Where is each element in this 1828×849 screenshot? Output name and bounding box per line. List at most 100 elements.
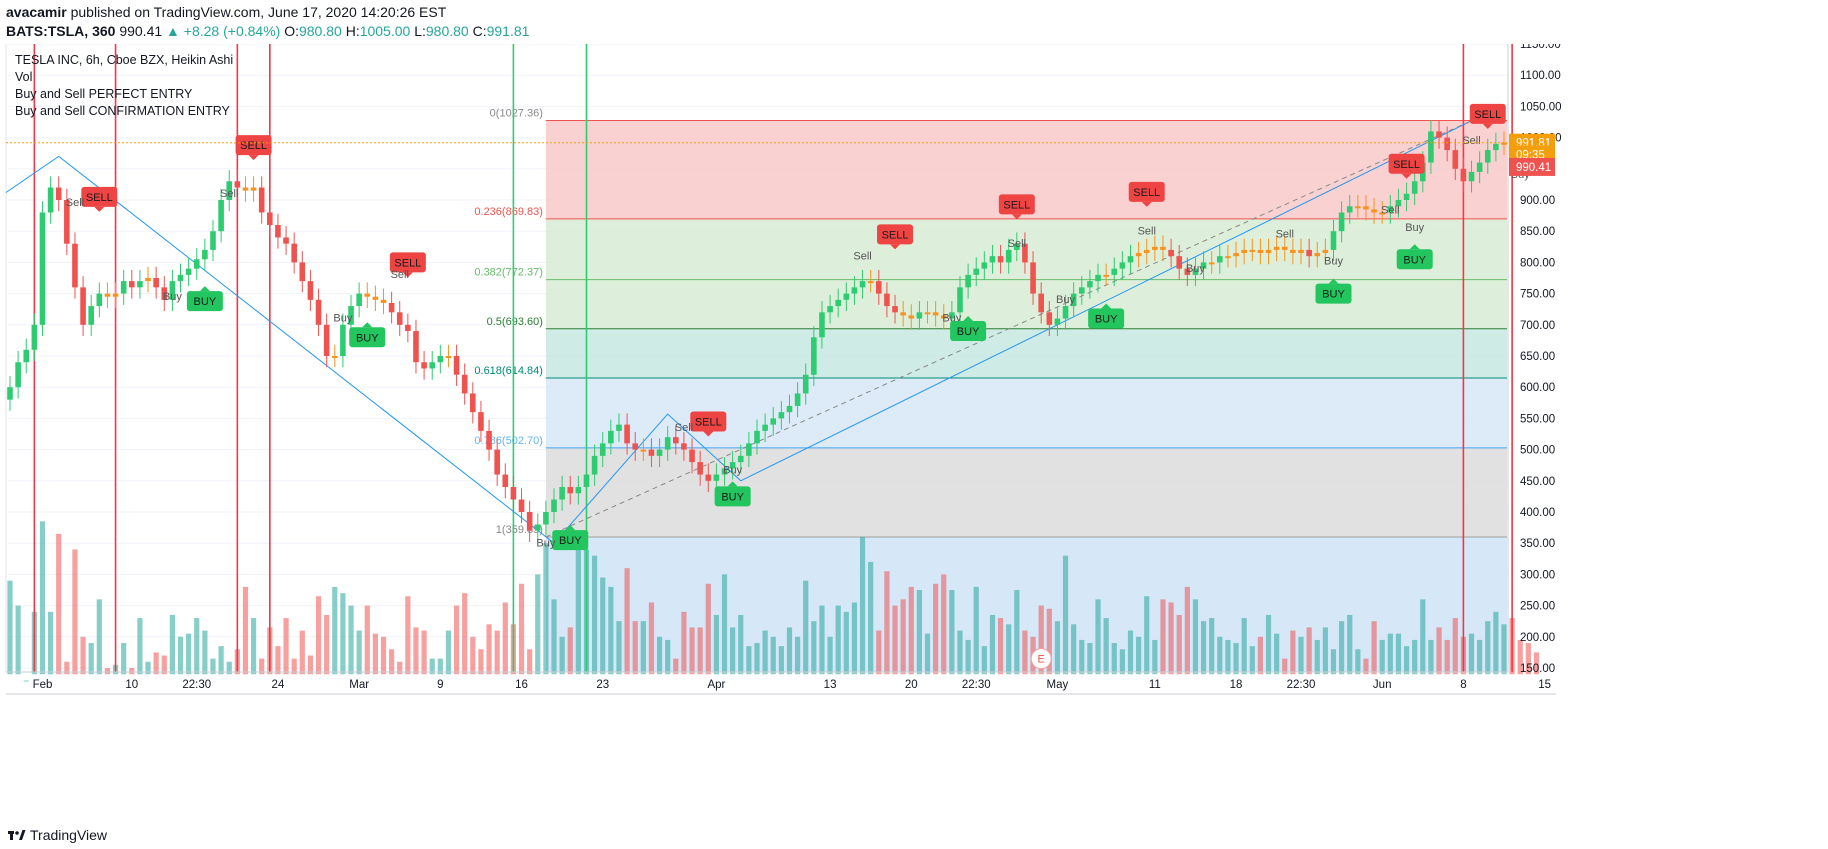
candle-body [786,405,793,413]
volume-bar [1192,599,1199,675]
sell-badge[interactable]: SELL [690,411,727,437]
volume-bar [924,633,931,675]
candle-body [900,312,906,316]
sell-badge[interactable]: SELL [389,252,426,278]
volume-bar [502,602,508,675]
legend-vol[interactable]: Vol [15,70,33,84]
volume-bar [421,630,427,675]
volume-bar [121,643,127,675]
volume-bar [1054,621,1061,675]
buy-small-label: Buy [1056,294,1075,306]
candle-body [908,315,915,319]
y-tick-label: 800.00 [1520,257,1555,269]
candle-body [1225,256,1231,259]
volume-bar [632,621,638,675]
candle-body [616,424,622,431]
candle-body [1298,249,1304,254]
volume-bar [15,605,21,675]
buy-badge[interactable]: BUY [1315,278,1352,304]
candle-body [396,312,403,325]
volume-bar [1209,618,1215,675]
sell-badge[interactable]: SELL [1388,153,1425,179]
buy-badge[interactable]: BUY [1396,244,1433,270]
badge-pointer [248,155,259,161]
badge-pointer [565,525,576,531]
badge-box [1088,308,1125,329]
price-chart[interactable]: 0(1027.36) 0.236(869.83) 0.382(772.37) 0.5(… [0,44,1828,822]
x-tick-label: May [1047,679,1069,691]
volume-bar [324,614,330,675]
candle-body [1379,212,1386,215]
volume-bar [697,627,703,675]
candle-body [819,312,825,338]
volume-bar [364,605,370,675]
candle-body [72,243,78,288]
buy-small-label: Buy [163,291,182,303]
sell-badge[interactable]: SELL [1128,181,1165,207]
candle-body [461,374,468,394]
volume-bar [169,614,175,675]
buy-badge[interactable]: BUY [714,481,751,507]
tradingview-icon [8,830,26,840]
legend-indicator-2[interactable]: Buy and Sell CONFIRMATION ENTRY [15,104,230,118]
badge-pointer [727,481,738,487]
sell-badge[interactable]: SELL [81,186,118,212]
legend-indicator-1[interactable]: Buy and Sell PERFECT ENTRY [15,87,193,101]
volume-bar [592,555,598,675]
volume-bar [1265,614,1272,675]
candle-body [1476,162,1483,172]
candle-body [153,278,159,288]
volume-bar [307,655,314,675]
fib-zone [545,447,1507,538]
volume-bar [827,636,833,675]
sell-small-label: Sell [220,188,238,200]
buy-badge[interactable]: BUY [950,316,987,342]
candle-body [478,412,484,431]
candle-body [884,293,890,307]
x-tick-label: 8 [1460,679,1466,691]
fib-label: 0.236(869.83) [474,206,543,218]
badge-pointer [1328,278,1339,284]
volume-bar [1444,639,1450,675]
volume-bar [153,652,159,675]
x-tick-label: Feb [33,679,53,691]
candle-body [843,293,850,300]
candle-body [502,474,509,488]
author-name[interactable]: avacamir [6,4,67,20]
volume-bar [665,639,671,675]
candle-body [1346,206,1353,213]
badge-label: SELL [1133,187,1160,199]
buy-badge[interactable]: BUY [1088,303,1125,329]
volume-bar [226,661,232,675]
badge-pointer [1101,303,1112,309]
buy-badge[interactable]: BUY [186,286,223,312]
legend-title[interactable]: TESLA INC, 6h, Cboe BZX, Heikin Ashi [15,53,234,67]
volume-bar [39,521,46,675]
volume-bar [543,543,549,675]
open-value: 980.80 [298,23,342,39]
volume-bar [1420,599,1426,675]
volume-bar [486,624,492,675]
sell-badge[interactable]: SELL [1469,103,1506,129]
sell-badge[interactable]: SELL [877,224,914,250]
buy-badge[interactable]: BUY [349,322,386,348]
volume-bar [137,618,143,675]
badge-label: BUY [194,296,217,308]
candle-body [226,181,233,200]
volume-bar [1095,599,1101,675]
badge-box [235,135,272,156]
candle-body [218,200,224,232]
candle-body [169,281,176,300]
candle-body [664,437,671,450]
candle-body [445,356,452,358]
buy-badge[interactable]: BUY [552,525,589,551]
tradingview-logo[interactable]: TradingView [8,827,107,843]
candle-body [1070,293,1077,307]
candle-body [161,287,168,300]
sell-badge[interactable]: SELL [998,194,1035,220]
volume-bar [161,655,167,675]
candle-body [372,296,379,300]
published-text: published on TradingView.com, June 17, 2… [70,4,447,20]
volume-bar [1127,630,1134,675]
volume-bar [1111,643,1117,675]
